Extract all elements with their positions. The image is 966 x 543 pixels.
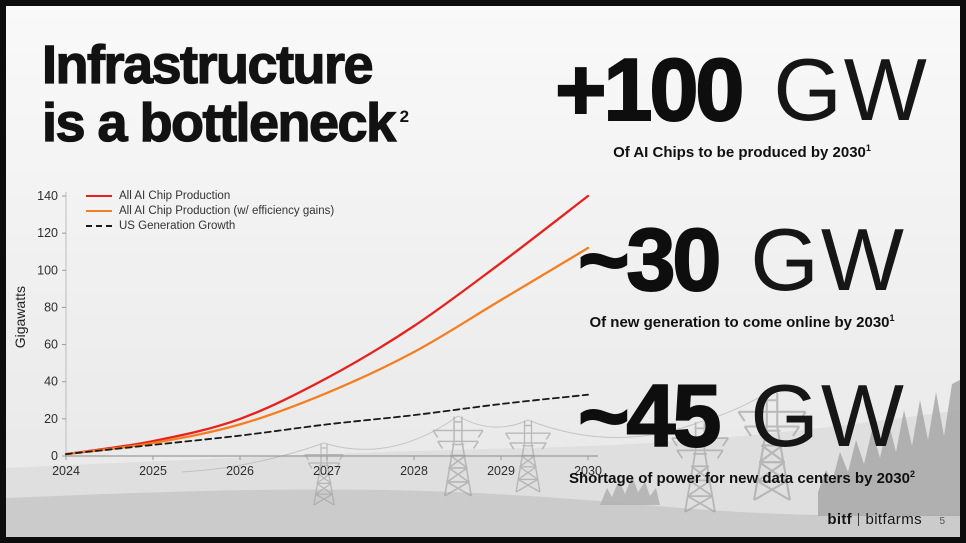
bitfarms-logo: bitf bitfarms bbox=[827, 511, 922, 528]
stat-caption-text: Shortage of power for new data centers b… bbox=[569, 469, 910, 487]
stat-footnote-marker: 1 bbox=[889, 312, 895, 323]
legend-swatch bbox=[86, 210, 112, 212]
legend-item: All AI Chip Production bbox=[86, 190, 334, 202]
series-all-ai-chip-production bbox=[64, 194, 590, 456]
y-tick-label: 60 bbox=[44, 338, 58, 352]
logo-divider bbox=[857, 513, 860, 526]
stat-caption-text: Of new generation to come online by 2030 bbox=[589, 313, 890, 331]
stat-caption: Of AI Chips to be produced by 20301 bbox=[540, 143, 944, 161]
stat-caption: Shortage of power for new data centers b… bbox=[540, 469, 944, 487]
stat-chips-produced: +100 GW Of AI Chips to be produced by 203… bbox=[540, 45, 944, 161]
title-line-2: is a bottleneck bbox=[41, 93, 396, 154]
legend-swatch bbox=[86, 195, 112, 197]
x-tick-label: 2029 bbox=[487, 464, 515, 478]
x-tick-label: 2027 bbox=[313, 464, 341, 478]
stat-power-shortage: ~45 GW Shortage of power for new data cen… bbox=[540, 371, 944, 487]
y-tick-label: 120 bbox=[37, 226, 58, 240]
stat-value: ~45 bbox=[577, 366, 722, 465]
x-tick-label: 2024 bbox=[52, 464, 80, 478]
y-tick-label: 100 bbox=[37, 263, 58, 277]
stat-number-row: ~30 GW bbox=[540, 215, 944, 305]
stat-unit: GW bbox=[750, 366, 906, 465]
legend-item: US Generation Growth bbox=[86, 220, 334, 232]
y-tick-label: 0 bbox=[51, 449, 58, 463]
legend-item: All AI Chip Production (w/ efficiency ga… bbox=[86, 205, 334, 217]
y-tick-label: 140 bbox=[37, 189, 58, 203]
stat-number-row: +100 GW bbox=[540, 45, 944, 135]
title-footnote-marker: 2 bbox=[399, 107, 410, 127]
stat-caption: Of new generation to come online by 2030… bbox=[540, 313, 944, 331]
stat-value: +100 bbox=[554, 40, 745, 139]
y-tick-label: 20 bbox=[44, 412, 58, 426]
title-line-1: Infrastructure bbox=[41, 35, 374, 95]
series-us-generation-growth bbox=[65, 393, 589, 455]
stat-unit: GW bbox=[750, 210, 906, 309]
x-tick-label: 2028 bbox=[400, 464, 428, 478]
y-axis-label: Gigawatts bbox=[12, 286, 28, 349]
page-title: Infrastructure is a bottleneck 2 bbox=[41, 35, 410, 154]
legend-label: All AI Chip Production (w/ efficiency ga… bbox=[119, 205, 335, 217]
series-all-ai-chip-production-w-efficiency-gains bbox=[64, 246, 590, 456]
x-tick-label: 2025 bbox=[139, 464, 167, 478]
chart-plot-area: 0 20 40 60 80 100 120 140 2024 2025 2026 2027 2028 20… bbox=[37, 189, 602, 478]
stat-caption-text: Of AI Chips to be produced by 2030 bbox=[613, 143, 866, 161]
legend-label: US Generation Growth bbox=[119, 220, 236, 232]
stat-value: ~30 bbox=[577, 210, 722, 309]
x-tick-label: 2030 bbox=[574, 464, 602, 478]
legend-swatch bbox=[86, 225, 112, 227]
stat-new-generation: ~30 GW Of new generation to come online b… bbox=[540, 215, 944, 331]
stat-footnote-marker: 2 bbox=[909, 468, 915, 479]
bitf-ticker-logo: bitf bbox=[827, 511, 852, 528]
y-tick-label: 40 bbox=[44, 375, 58, 389]
x-tick-label: 2026 bbox=[226, 464, 254, 478]
ai-chip-production-chart: Gigawatts 0 20 40 60 80 100 120 140 2024 2025 2026… bbox=[8, 186, 614, 486]
stat-footnote-marker: 1 bbox=[865, 142, 871, 153]
chart-legend: All AI Chip Production All AI Chip Produc… bbox=[86, 190, 334, 232]
stat-unit: GW bbox=[773, 40, 929, 139]
y-tick-label: 80 bbox=[44, 300, 58, 314]
legend-label: All AI Chip Production bbox=[119, 190, 231, 202]
bitfarms-wordmark: bitfarms bbox=[865, 511, 922, 528]
stat-number-row: ~45 GW bbox=[540, 371, 944, 461]
page-number: 5 bbox=[939, 516, 945, 527]
